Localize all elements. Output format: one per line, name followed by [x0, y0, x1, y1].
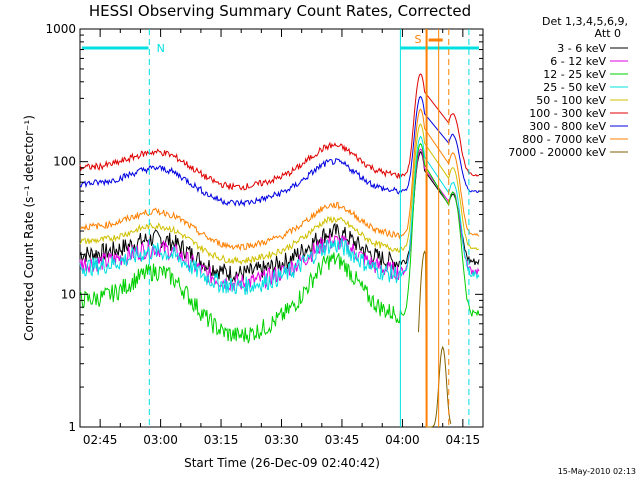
x-tick-label: 03:45	[325, 433, 360, 447]
x-axis-label: Start Time (26-Dec-09 02:40:42)	[184, 456, 380, 470]
saa-marker-label: S	[414, 33, 421, 46]
x-tick-label: 04:15	[446, 433, 481, 447]
x-tick-label: 04:00	[385, 433, 420, 447]
series-layer	[79, 73, 480, 428]
legend-header-line2: Att 0	[595, 27, 621, 40]
chart-title: HESSI Observing Summary Count Rates, Cor…	[89, 2, 471, 20]
y-tick-label: 100	[53, 155, 76, 169]
x-tick-label: 02:45	[83, 433, 118, 447]
series-line	[79, 148, 480, 292]
series-line	[79, 151, 480, 283]
series-line	[79, 123, 480, 266]
legend-header-line1: Det 1,3,4,5,6,9,	[542, 15, 628, 28]
legend-label: 300 - 800 keV	[529, 120, 606, 133]
night-marker-label: N	[157, 42, 165, 55]
y-tick-label: 10	[61, 287, 76, 301]
legend-label: 800 - 7000 keV	[522, 133, 606, 146]
series-line	[79, 135, 480, 296]
legend-label: 7000 - 20000 keV	[508, 146, 606, 159]
x-tick-label: 03:30	[264, 433, 299, 447]
footer-timestamp: 15-May-2010 02:13	[558, 467, 636, 476]
x-tick-label: 03:15	[204, 433, 239, 447]
series-line	[79, 95, 480, 208]
legend-label: 50 - 100 keV	[536, 94, 606, 107]
y-axis-ticks: 1 10 100 1000	[45, 22, 483, 434]
marker-layer: NS	[82, 29, 479, 427]
legend-label: 25 - 50 keV	[543, 81, 606, 94]
x-tick-label: 03:00	[143, 433, 178, 447]
legend-label: 6 - 12 keV	[550, 55, 606, 68]
series-line	[79, 108, 480, 252]
y-axis-label: Corrected Count Rate (s⁻¹ detector⁻¹)	[22, 115, 36, 341]
legend-label: 3 - 6 keV	[557, 42, 606, 55]
y-tick-label: 1	[68, 420, 76, 434]
legend-label: 100 - 300 keV	[529, 107, 606, 120]
x-axis-ticks: 02:45 03:00 03:15 03:30 03:45 04:00 04:15	[79, 29, 484, 447]
y-tick-label: 1000	[45, 22, 76, 36]
series-line	[79, 142, 480, 344]
series-line	[418, 250, 452, 428]
series-line	[79, 73, 480, 191]
legend-label: 12 - 25 keV	[543, 68, 606, 81]
